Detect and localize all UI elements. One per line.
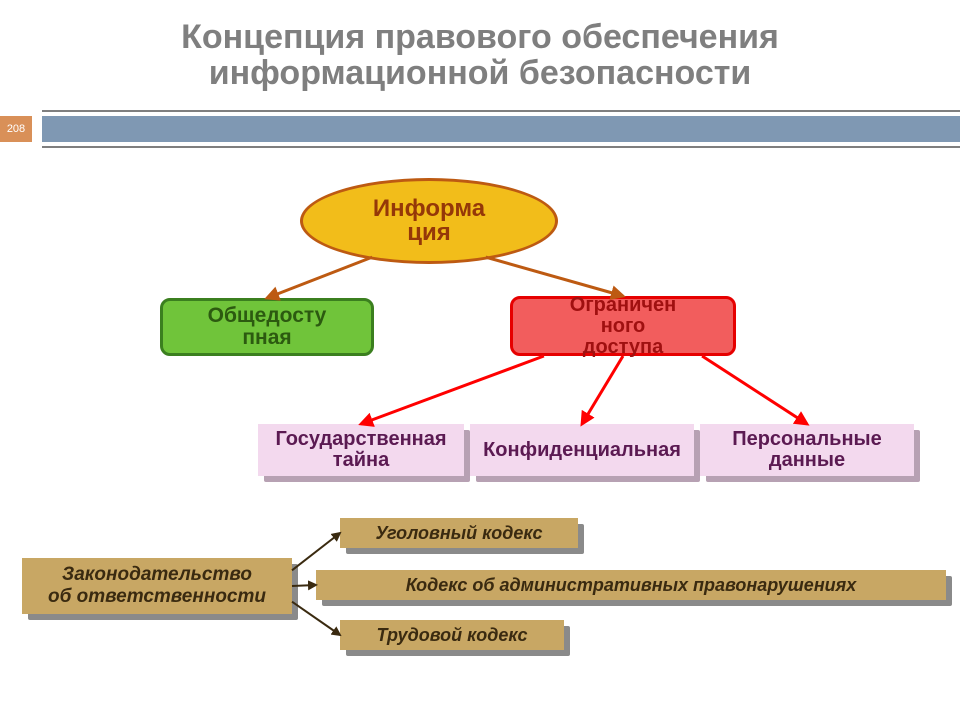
node-public-label: Общедосту пная: [208, 305, 327, 349]
node-legislation: Законодательство об ответственности: [22, 558, 292, 614]
diagram-stage: Концепция правового обеспечения информац…: [0, 0, 960, 720]
node-governmental-secret: Государственная тайна: [258, 424, 464, 476]
header-rule-bottom: [42, 146, 960, 148]
node-labor-code: Трудовой кодекс: [340, 620, 564, 650]
node-legis-label: Законодательство об ответственности: [48, 564, 266, 608]
node-criminal-code: Уголовный кодекс: [340, 518, 578, 548]
node-personal-data: Персональные данные: [700, 424, 914, 476]
page-number-badge: 208: [0, 116, 32, 142]
node-pers-label: Персональные данные: [732, 429, 882, 471]
node-information-label: Информа ция: [373, 197, 485, 245]
node-ugol-label: Уголовный кодекс: [375, 523, 542, 544]
node-gov-label: Государственная тайна: [275, 429, 446, 471]
node-trud-label: Трудовой кодекс: [376, 625, 527, 646]
node-information: Информа ция: [300, 178, 558, 264]
slide-title: Концепция правового обеспечения информац…: [70, 20, 890, 91]
node-adm-label: Кодекс об административных правонарушени…: [406, 575, 857, 596]
node-conf-label: Конфиденциальная: [483, 440, 681, 461]
header-bar: [42, 116, 960, 142]
node-confidential: Конфиденциальная: [470, 424, 694, 476]
node-restricted: Ограничен ного доступа: [510, 296, 736, 356]
node-admin-code: Кодекс об административных правонарушени…: [316, 570, 946, 600]
node-public: Общедосту пная: [160, 298, 374, 356]
node-restricted-label: Ограничен ного доступа: [570, 295, 676, 358]
header-rule-top: [42, 110, 960, 112]
